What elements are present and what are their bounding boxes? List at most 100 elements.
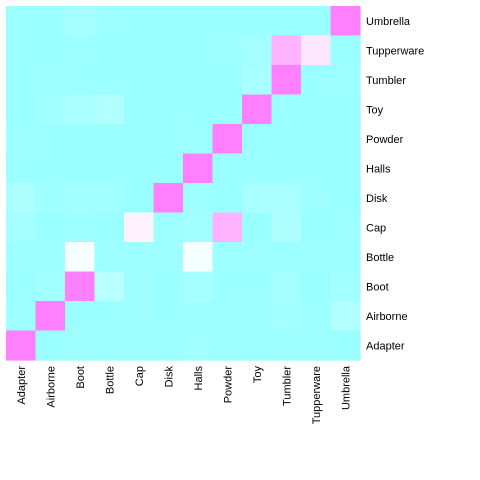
heatmap-cell-boot-tupperware — [301, 271, 332, 302]
x-axis-labels: Adapter Airborne Boot Bottle Cap Disk Halls Pow… — [16, 365, 353, 424]
heatmap-cell-boot-adapter — [6, 271, 37, 302]
heatmap-cell-airborne-boot — [65, 301, 96, 332]
heatmap-cell-cap-toy — [242, 212, 273, 243]
heatmap-cell-toy-tupperware — [301, 94, 332, 125]
heatmap-cell-airborne-powder — [212, 301, 243, 332]
heatmap-cell-cap-halls — [183, 212, 214, 243]
heatmap-cell-umbrella-tupperware — [301, 6, 332, 37]
heatmap-cell-tupperware-tumbler — [271, 35, 302, 66]
heatmap-cell-boot-bottle — [94, 271, 125, 302]
heatmap-cell-halls-umbrella — [330, 153, 361, 184]
heatmap-cell-tumbler-powder — [212, 65, 243, 96]
heatmap-cells — [6, 6, 361, 361]
x-tick-label: Tupperware — [311, 366, 323, 424]
heatmap-cell-tumbler-tupperware — [301, 65, 332, 96]
heatmap-cell-boot-toy — [242, 271, 273, 302]
heatmap-cell-tupperware-cap — [124, 35, 155, 66]
heatmap-cell-tumbler-airborne — [35, 65, 66, 96]
heatmap-cell-airborne-cap — [124, 301, 155, 332]
heatmap-cell-halls-adapter — [6, 153, 37, 184]
heatmap-cell-powder-halls — [183, 124, 214, 155]
heatmap-cell-powder-powder — [212, 124, 243, 155]
heatmap-cell-tupperware-disk — [153, 35, 184, 66]
heatmap-cell-adapter-disk — [153, 330, 184, 361]
heatmap-cell-cap-bottle — [94, 212, 125, 243]
heatmap-cell-halls-toy — [242, 153, 273, 184]
heatmap-cell-cap-boot — [65, 212, 96, 243]
heatmap-cell-tupperware-airborne — [35, 35, 66, 66]
heatmap-cell-cap-adapter — [6, 212, 37, 243]
heatmap-cell-halls-halls — [183, 153, 214, 184]
heatmap-cell-airborne-bottle — [94, 301, 125, 332]
heatmap-cell-disk-umbrella — [330, 183, 361, 214]
heatmap-cell-cap-tumbler — [271, 212, 302, 243]
heatmap-cell-bottle-boot — [65, 242, 96, 273]
heatmap-cell-bottle-tumbler — [271, 242, 302, 273]
x-tick-label: Boot — [75, 366, 87, 389]
heatmap-cell-tupperware-bottle — [94, 35, 125, 66]
heatmap-cell-boot-powder — [212, 271, 243, 302]
heatmap-cell-disk-cap — [124, 183, 155, 214]
heatmap-cell-adapter-toy — [242, 330, 273, 361]
y-tick-label: Umbrella — [366, 16, 411, 28]
heatmap-cell-bottle-tupperware — [301, 242, 332, 273]
heatmap-cell-tumbler-tumbler — [271, 65, 302, 96]
heatmap-cell-halls-boot — [65, 153, 96, 184]
heatmap-cell-powder-bottle — [94, 124, 125, 155]
heatmap-cell-disk-airborne — [35, 183, 66, 214]
heatmap-cell-halls-cap — [124, 153, 155, 184]
heatmap-cell-umbrella-umbrella — [330, 6, 361, 37]
heatmap-cell-disk-bottle — [94, 183, 125, 214]
heatmap-cell-adapter-airborne — [35, 330, 66, 361]
heatmap-cell-disk-toy — [242, 183, 273, 214]
heatmap-cell-toy-umbrella — [330, 94, 361, 125]
heatmap-cell-toy-tumbler — [271, 94, 302, 125]
heatmap-cell-bottle-powder — [212, 242, 243, 273]
heatmap-cell-tupperware-powder — [212, 35, 243, 66]
heatmap-cell-tumbler-disk — [153, 65, 184, 96]
y-tick-label: Disk — [366, 193, 388, 205]
y-tick-label: Airborne — [366, 311, 408, 323]
heatmap-cell-tumbler-umbrella — [330, 65, 361, 96]
y-axis-labels: Umbrella Tupperware Tumbler Toy Powder Halls D… — [366, 16, 424, 353]
heatmap-cell-powder-adapter — [6, 124, 37, 155]
heatmap-cell-powder-boot — [65, 124, 96, 155]
heatmap-cell-umbrella-bottle — [94, 6, 125, 37]
heatmap-cell-adapter-tupperware — [301, 330, 332, 361]
heatmap-cell-adapter-cap — [124, 330, 155, 361]
heatmap-cell-disk-tupperware — [301, 183, 332, 214]
heatmap-cell-umbrella-disk — [153, 6, 184, 37]
heatmap-cell-toy-adapter — [6, 94, 37, 125]
heatmap-cell-powder-disk — [153, 124, 184, 155]
x-tick-label: Airborne — [45, 366, 57, 408]
heatmap-cell-tumbler-cap — [124, 65, 155, 96]
heatmap-cell-tumbler-toy — [242, 65, 273, 96]
heatmap-cell-disk-halls — [183, 183, 214, 214]
heatmap-cell-cap-powder — [212, 212, 243, 243]
heatmap-cell-powder-cap — [124, 124, 155, 155]
heatmap-cell-disk-adapter — [6, 183, 37, 214]
heatmap-cell-powder-tumbler — [271, 124, 302, 155]
heatmap-cell-tupperware-boot — [65, 35, 96, 66]
heatmap-cell-airborne-halls — [183, 301, 214, 332]
heatmap-cell-adapter-tumbler — [271, 330, 302, 361]
heatmap-cell-cap-airborne — [35, 212, 66, 243]
y-tick-label: Boot — [366, 281, 389, 293]
heatmap-cell-powder-tupperware — [301, 124, 332, 155]
heatmap-cell-airborne-tupperware — [301, 301, 332, 332]
heatmap-cell-powder-umbrella — [330, 124, 361, 155]
heatmap-cell-adapter-umbrella — [330, 330, 361, 361]
heatmap-cell-disk-disk — [153, 183, 184, 214]
heatmap-cell-cap-cap — [124, 212, 155, 243]
heatmap-cell-toy-disk — [153, 94, 184, 125]
heatmap-cell-airborne-airborne — [35, 301, 66, 332]
heatmap-cell-tumbler-boot — [65, 65, 96, 96]
heatmap-cell-toy-toy — [242, 94, 273, 125]
x-tick-label: Disk — [163, 366, 175, 388]
heatmap-cell-airborne-tumbler — [271, 301, 302, 332]
y-tick-label: Tupperware — [366, 45, 424, 57]
y-tick-label: Cap — [366, 222, 386, 234]
heatmap-cell-tupperware-halls — [183, 35, 214, 66]
heatmap-cell-halls-tupperware — [301, 153, 332, 184]
